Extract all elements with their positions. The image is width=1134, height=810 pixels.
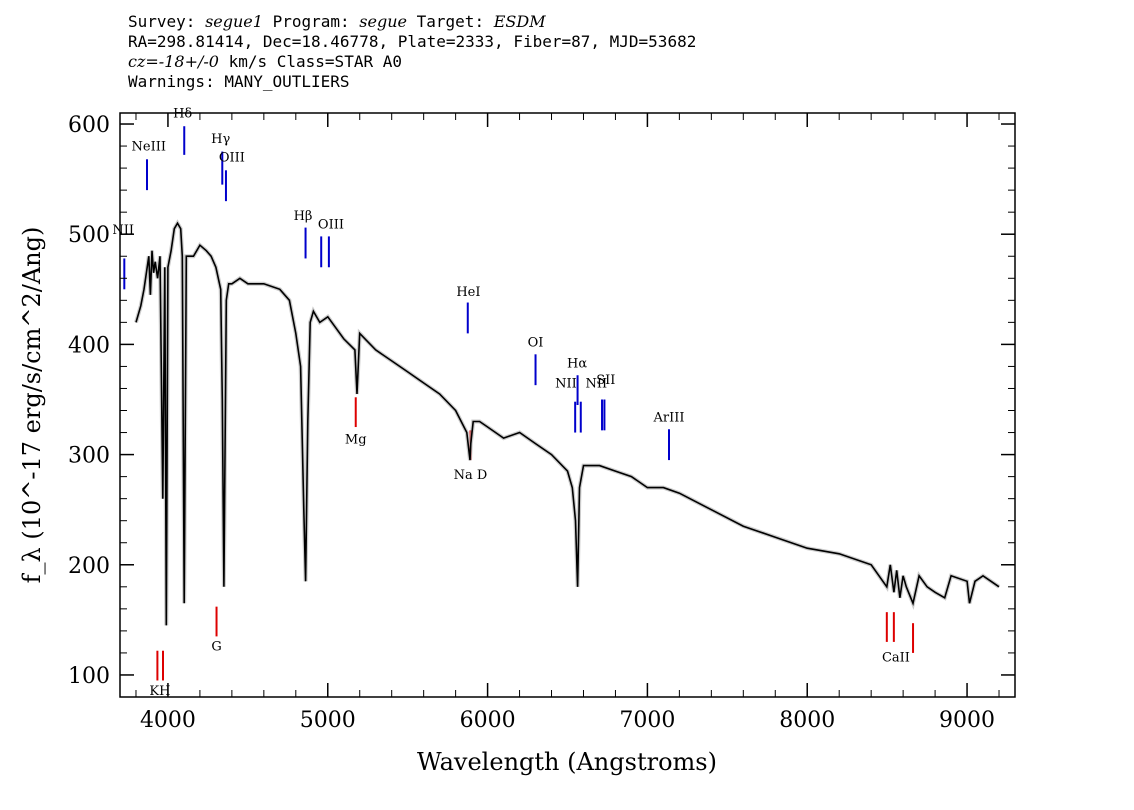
line-label-caii: CaII	[882, 651, 910, 666]
axis-ticks: 4000 5000 6000 7000 8000 9000 100 200 300 400 500 6…	[68, 113, 1015, 733]
line-label-g: G	[211, 640, 221, 655]
target-label: Target:	[416, 12, 485, 31]
program-label: Program:	[272, 12, 350, 31]
line-label-nii_a: NII	[555, 376, 577, 391]
x-tick-label: 6000	[460, 708, 516, 733]
survey-value: segue1	[205, 12, 263, 31]
survey-label: Survey:	[128, 12, 196, 31]
x-tick-label: 5000	[300, 708, 356, 733]
y-tick-label: 600	[68, 113, 110, 138]
y-tick-label: 500	[68, 223, 110, 248]
class-value: km/s Class=STAR A0	[228, 52, 402, 71]
x-tick-label: 9000	[939, 708, 995, 733]
line-label-ariii: ArIII	[652, 411, 684, 426]
y-tick-label: 100	[68, 664, 110, 689]
target-value: ESDM	[493, 12, 546, 31]
line-label-na-d: Na D	[454, 468, 488, 483]
line-label-oi: OI	[528, 336, 544, 351]
header-survey-line: Survey: segue1 Program: segue Target: ES…	[128, 12, 696, 32]
line-label-hβ: Hβ	[294, 209, 313, 224]
line-label-nii_c: NII	[112, 223, 134, 238]
header-coords-line: RA=298.81414, Dec=18.46778, Plate=2333, …	[128, 32, 697, 51]
line-label-kh: KH	[149, 684, 170, 699]
line-label-neiii: NeIII	[132, 139, 166, 154]
line-label-oiii_b: OIII	[318, 218, 344, 233]
line-label-sii: SII	[596, 373, 615, 388]
line-label-hγ: Hγ	[211, 132, 230, 147]
x-tick-label: 4000	[140, 708, 196, 733]
header-cz-line: cz=-18+/-0 km/s Class=STAR A0	[128, 52, 696, 72]
y-tick-label: 400	[68, 333, 110, 358]
line-label-hδ: Hδ	[173, 106, 192, 121]
x-axis-title: Wavelength (Angstroms)	[417, 748, 717, 776]
y-tick-label: 300	[68, 444, 110, 469]
line-label-hα: Hα	[567, 357, 587, 372]
line-label-hei: HeI	[456, 285, 480, 300]
plot-frame	[119, 112, 1016, 698]
spectrum-header: Survey: segue1 Program: segue Target: ES…	[128, 12, 696, 92]
line-label-mg: Mg	[345, 433, 367, 448]
cz-value: cz=-18+/-0	[128, 52, 219, 71]
x-tick-label: 8000	[779, 708, 835, 733]
line-label-nii_b: NII	[585, 376, 607, 391]
program-value: segue	[359, 12, 407, 31]
header-warnings-line: Warnings: MANY_OUTLIERS	[128, 72, 350, 91]
x-tick-label: 7000	[619, 708, 675, 733]
y-tick-label: 200	[68, 554, 110, 579]
y-axis-title: f_λ (10^-17 erg/s/cm^2/Ang)	[18, 227, 46, 584]
spectrum-layer	[134, 219, 1001, 626]
line-label-oiii_a: OIII	[219, 150, 245, 165]
flux-series	[135, 221, 1000, 626]
